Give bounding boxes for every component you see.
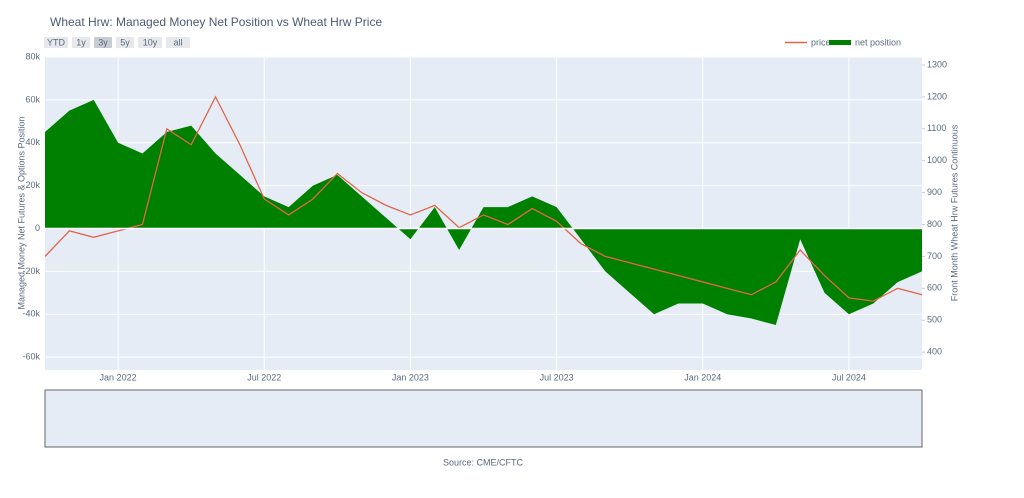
price-line xyxy=(44,95,923,302)
y2-tick-label: 1200 xyxy=(927,91,947,101)
y2-tick-label: 600 xyxy=(927,283,942,293)
x-tick-label: Jan 2023 xyxy=(392,372,429,382)
range-button[interactable] xyxy=(138,37,162,48)
x-tick-label: Jan 2022 xyxy=(100,372,137,382)
y2-tick-label: 500 xyxy=(927,315,942,325)
y2-tick-label: 1000 xyxy=(927,155,947,165)
range-button-label[interactable]: 1y xyxy=(76,37,86,47)
y-tick-label: 40k xyxy=(25,137,40,147)
range-button-label[interactable]: 5y xyxy=(120,37,130,47)
y-tick-label: 60k xyxy=(25,94,40,104)
y2-tick-label: 400 xyxy=(927,347,942,357)
range-window xyxy=(44,389,923,448)
range-button[interactable] xyxy=(44,37,68,48)
x-tick-label: Jul 2023 xyxy=(540,372,574,382)
y-tick-label: -40k xyxy=(22,309,40,319)
y2-tick-label: 800 xyxy=(927,219,942,229)
range-button[interactable] xyxy=(72,37,90,48)
x-tick-label: Jan 2024 xyxy=(684,372,721,382)
legend-label: price xyxy=(811,37,831,47)
legend-label: net position xyxy=(855,37,901,47)
range-button-label[interactable]: all xyxy=(173,37,182,47)
source: Source: CME/CFTC xyxy=(443,457,524,467)
y-tick-label: -60k xyxy=(22,352,40,362)
range-button-label[interactable]: YTD xyxy=(47,37,66,47)
chart-title: Wheat Hrw: Managed Money Net Position vs… xyxy=(50,15,382,29)
net-position-area xyxy=(45,99,922,325)
y-tick-label: 0 xyxy=(35,223,40,233)
y2-tick-label: 1300 xyxy=(927,59,947,69)
y-tick-label: -20k xyxy=(22,266,40,276)
range-button[interactable] xyxy=(116,37,134,48)
range-slider xyxy=(44,389,923,448)
y-axis-title: Managed Money Net Futures & Options Posi… xyxy=(16,116,26,309)
y-tick-label: 20k xyxy=(25,180,40,190)
y2-axis-title: Front Month Wheat Hrw Futures Continuous xyxy=(949,124,959,301)
range-button[interactable] xyxy=(94,37,112,48)
y2-tick-label: 1100 xyxy=(927,123,946,133)
x-tick-label: Jul 2024 xyxy=(832,372,866,382)
y2-tick-label: 900 xyxy=(927,187,942,197)
range-button-label[interactable]: 3y xyxy=(98,37,108,47)
legend-swatch xyxy=(829,40,851,45)
range-button-label[interactable]: 10y xyxy=(143,37,158,47)
y-tick-label: 80k xyxy=(25,51,40,61)
y2-tick-label: 700 xyxy=(927,251,942,261)
x-tick-label: Jul 2022 xyxy=(247,372,281,382)
range-button[interactable] xyxy=(166,37,190,48)
